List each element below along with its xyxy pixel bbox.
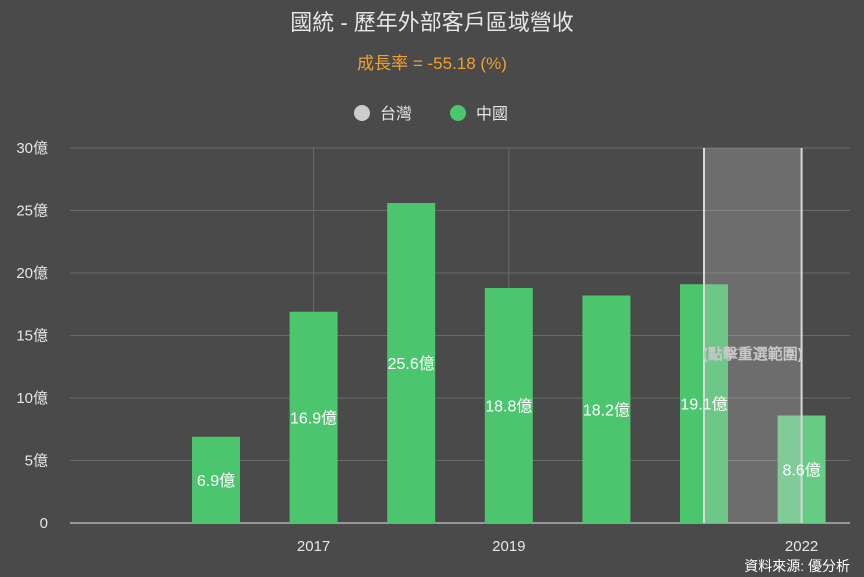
selection-range[interactable]: (點擊重選範圍) <box>703 148 803 523</box>
bar-value-label: 6.9億 <box>197 472 235 490</box>
y-tick-label: 30億 <box>16 140 48 157</box>
chart-subtitle: 成長率 = -55.18 (%) <box>357 54 507 73</box>
y-tick-label: 0 <box>40 515 48 532</box>
x-tick-label: 2022 <box>785 538 818 555</box>
y-tick-label: 15億 <box>16 328 48 345</box>
axis-ticks: 0 5億 10億 15億 20億 25億 30億 2017 2019 2022 <box>16 140 818 555</box>
bar-china-2019[interactable] <box>484 288 533 523</box>
chart-title: 國統 - 歷年外部客戶區域營收 <box>290 10 574 35</box>
selection-band[interactable] <box>704 148 802 523</box>
bar-value-label: 18.8億 <box>485 398 532 416</box>
legend[interactable]: 台灣 中國 <box>354 105 508 123</box>
x-tick-label: 2019 <box>492 538 525 555</box>
bar-value-label: 25.6億 <box>388 355 435 373</box>
bar-china-2020[interactable] <box>582 295 631 524</box>
x-tick-label: 2017 <box>297 538 330 555</box>
bar-china-2018[interactable] <box>387 203 436 523</box>
y-tick-label: 25億 <box>16 203 48 220</box>
y-tick-label: 20億 <box>16 265 48 282</box>
y-tick-label: 10億 <box>16 390 48 407</box>
legend-label-china[interactable]: 中國 <box>476 105 508 123</box>
bar-value-label: 8.6億 <box>782 461 820 479</box>
legend-marker-china[interactable] <box>450 105 466 121</box>
bars[interactable] <box>192 203 826 523</box>
bar-china-2016[interactable] <box>192 436 240 523</box>
source-note: 資料來源: 優分析 <box>744 558 850 574</box>
legend-label-taiwan[interactable]: 台灣 <box>380 105 412 123</box>
bar-value-label: 19.1億 <box>680 396 727 414</box>
legend-marker-taiwan[interactable] <box>354 105 370 121</box>
bar-value-label: 18.2億 <box>583 401 630 419</box>
y-tick-label: 5億 <box>25 453 48 470</box>
reselect-range-hint[interactable]: (點擊重選範圍) <box>703 345 803 363</box>
bar-china-2017[interactable] <box>289 311 338 523</box>
bar-value-label: 16.9億 <box>290 409 337 427</box>
bar-labels: 6.9億 16.9億 25.6億 18.8億 18.2億 19.1億 8.6億 <box>197 355 821 490</box>
